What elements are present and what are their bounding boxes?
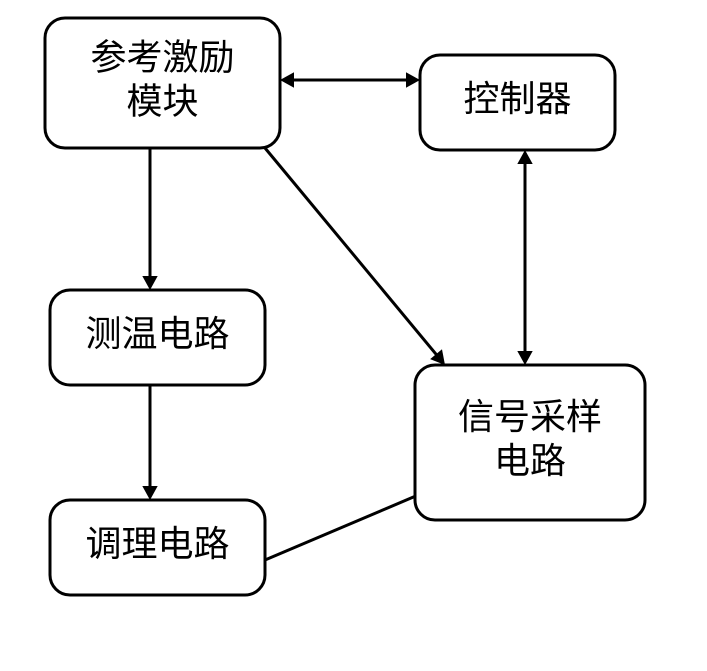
node-ref-label-line-0: 参考激励 bbox=[90, 37, 234, 77]
node-ref-label-line-1: 模块 bbox=[126, 81, 198, 121]
node-ref: 参考激励模块 bbox=[45, 18, 280, 148]
node-sample-label-line-0: 信号采样 bbox=[458, 397, 602, 437]
flowchart-canvas: 参考激励模块 控制器测温电路调理电路 信号采样电路 bbox=[0, 0, 707, 671]
edge-ref-sample bbox=[265, 148, 437, 355]
node-sample-label-line-1: 电路 bbox=[494, 441, 566, 481]
node-cond-label-line-0: 调理电路 bbox=[85, 524, 229, 564]
node-temp-label-line-0: 测温电路 bbox=[85, 314, 229, 354]
node-cond: 调理电路 bbox=[50, 500, 265, 595]
node-ctrl: 控制器 bbox=[420, 55, 615, 150]
node-sample: 信号采样电路 bbox=[415, 365, 645, 520]
edge-cond-sample bbox=[265, 495, 418, 560]
node-ctrl-label-line-0: 控制器 bbox=[463, 79, 571, 119]
node-temp: 测温电路 bbox=[50, 290, 265, 385]
